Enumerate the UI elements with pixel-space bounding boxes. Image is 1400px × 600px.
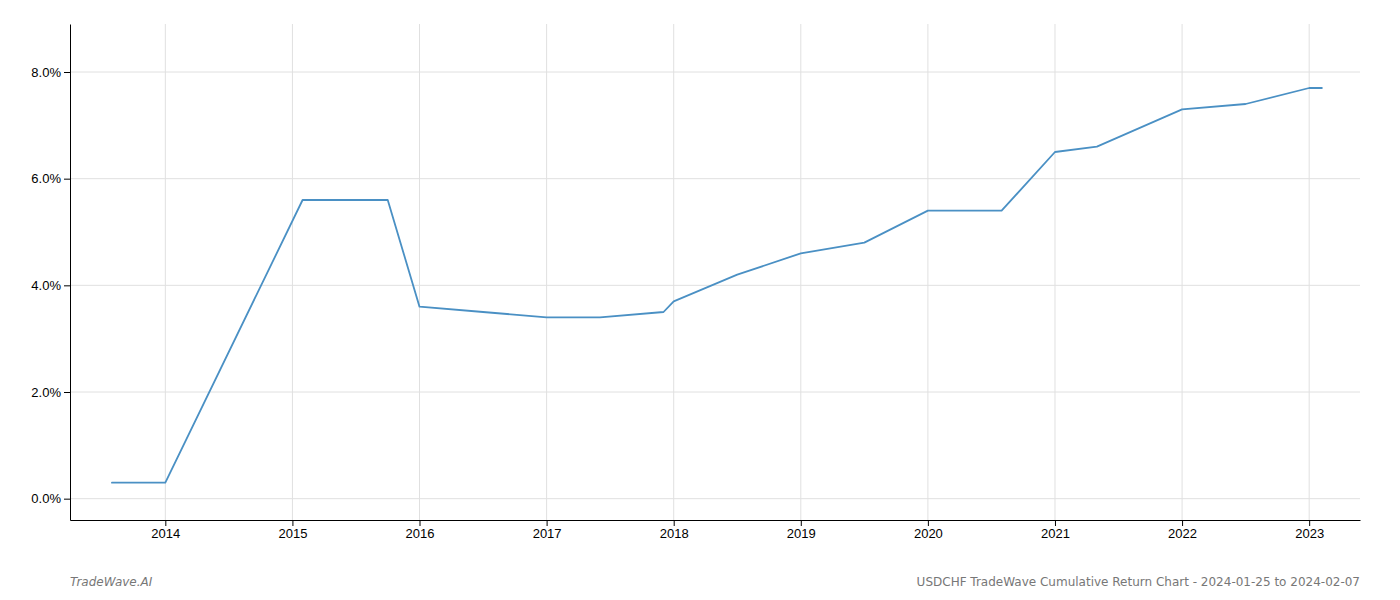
x-tick-mark <box>1182 520 1183 526</box>
x-tick-mark <box>928 520 929 526</box>
x-tick-mark <box>801 520 802 526</box>
x-tick-mark <box>674 520 675 526</box>
y-tick-mark <box>64 72 70 73</box>
y-axis-line <box>70 25 71 521</box>
x-tick-label: 2015 <box>278 526 307 541</box>
x-tick: 2023 <box>1295 520 1324 541</box>
y-axis: 0.0% 2.0% 4.0% 6.0% 8.0% <box>31 25 70 521</box>
y-tick-mark <box>64 499 70 500</box>
x-tick-mark <box>1309 520 1310 526</box>
x-tick: 2014 <box>151 520 180 541</box>
grid-line-x <box>292 24 293 520</box>
grid-line-x <box>800 24 801 520</box>
x-tick-mark <box>420 520 421 526</box>
x-tick: 2022 <box>1168 520 1197 541</box>
grid-line-y <box>70 392 1360 393</box>
y-tick: 8.0% <box>31 65 70 80</box>
grid <box>70 24 1360 520</box>
grid-line-y <box>70 72 1360 73</box>
x-tick: 2015 <box>278 520 307 541</box>
x-tick: 2016 <box>406 520 435 541</box>
x-tick-label: 2023 <box>1295 526 1324 541</box>
grid-line-x <box>1309 24 1310 520</box>
grid-line-y <box>70 178 1360 179</box>
plot-area <box>112 88 1322 483</box>
x-tick: 2020 <box>914 520 943 541</box>
x-axis: 2014 2015 2016 2017 2018 2019 2020 2021 2022 2023 <box>71 520 1361 541</box>
x-tick: 2019 <box>787 520 816 541</box>
x-axis-line <box>71 520 1361 521</box>
grid-line-y <box>70 498 1360 499</box>
y-tick-mark <box>64 285 70 286</box>
x-tick-label: 2016 <box>406 526 435 541</box>
x-tick-label: 2020 <box>914 526 943 541</box>
y-tick-mark <box>64 179 70 180</box>
y-tick-label: 2.0% <box>31 385 61 400</box>
y-tick-label: 6.0% <box>31 171 61 186</box>
y-tick-label: 4.0% <box>31 278 61 293</box>
grid-line-y <box>70 285 1360 286</box>
x-tick-label: 2017 <box>533 526 562 541</box>
grid-line-x <box>419 24 420 520</box>
x-tick-mark <box>292 520 293 526</box>
x-tick: 2018 <box>660 520 689 541</box>
line <box>112 88 1322 483</box>
x-tick-label: 2021 <box>1041 526 1070 541</box>
grid-line-x <box>1182 24 1183 520</box>
footer-left: TradeWave.AI <box>70 575 153 589</box>
chart: 2014 2015 2016 2017 2018 2019 2020 2021 2022 2023… <box>0 0 1400 600</box>
y-tick-label: 0.0% <box>31 491 61 506</box>
x-tick-mark <box>547 520 548 526</box>
y-tick: 6.0% <box>31 171 70 186</box>
y-tick: 2.0% <box>31 385 70 400</box>
y-tick: 0.0% <box>31 491 70 506</box>
x-tick: 2017 <box>533 520 562 541</box>
y-tick: 4.0% <box>31 278 70 293</box>
x-tick-label: 2022 <box>1168 526 1197 541</box>
grid-line-x <box>673 24 674 520</box>
x-tick: 2021 <box>1041 520 1070 541</box>
grid-line-x <box>546 24 547 520</box>
x-tick-label: 2014 <box>151 526 180 541</box>
y-tick-label: 8.0% <box>31 65 61 80</box>
grid-line-x <box>165 24 166 520</box>
x-tick-label: 2018 <box>660 526 689 541</box>
x-tick-mark <box>165 520 166 526</box>
grid-line-x <box>1054 24 1055 520</box>
footer-right: USDCHF TradeWave Cumulative Return Chart… <box>917 575 1360 589</box>
x-tick-label: 2019 <box>787 526 816 541</box>
grid-line-x <box>927 24 928 520</box>
x-tick-mark <box>1055 520 1056 526</box>
y-tick-mark <box>64 392 70 393</box>
